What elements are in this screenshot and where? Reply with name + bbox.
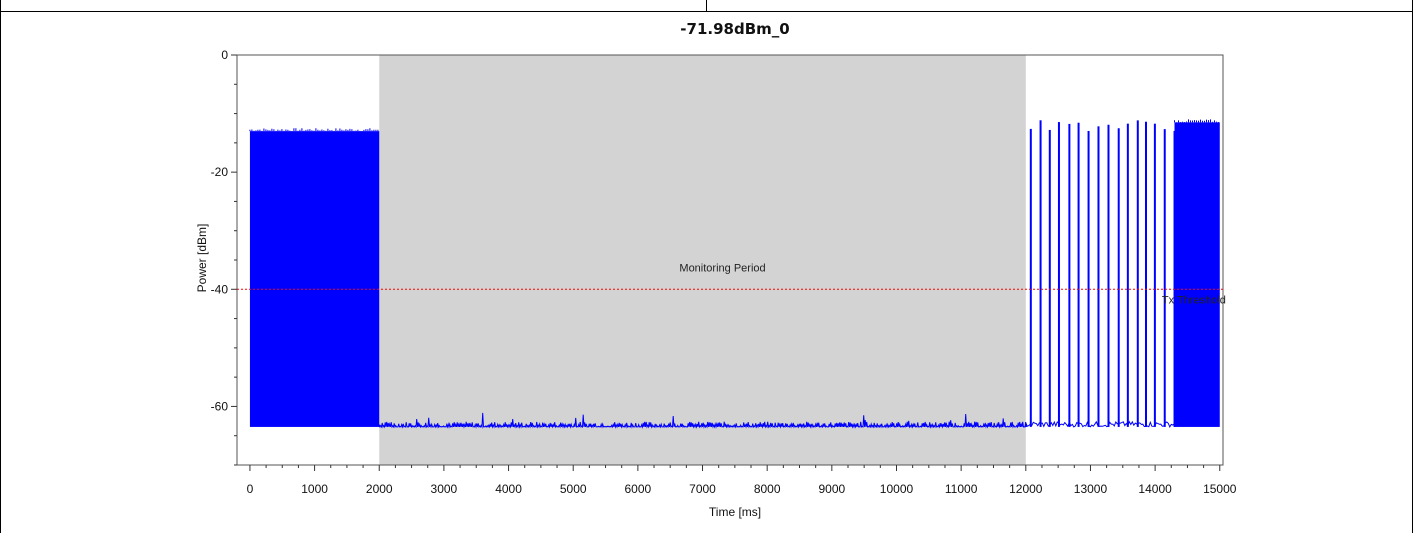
y-tick-label: -40 [211,282,229,296]
signal-block-edge [1174,119,1219,123]
signal-block [1174,122,1220,427]
x-tick-label: 5000 [560,482,587,496]
burst-baseline [1025,420,1175,428]
y-tick-label: -60 [211,399,229,413]
x-tick-label: 15000 [1203,482,1237,496]
x-tick-label: 7000 [689,482,716,496]
burst-pulse [1057,122,1060,427]
burst-pulse [1097,126,1100,427]
x-tick-label: 0 [247,482,254,496]
x-tick-label: 2000 [366,482,393,496]
burst-pulse [1153,123,1156,427]
x-tick-label: 4000 [495,482,522,496]
monitoring-period-label: Monitoring Period [679,263,765,275]
burst-pulse [1068,123,1071,427]
noise-floor-trace [378,412,1027,429]
chart-title: -71.98dBm_0 [680,20,789,38]
x-tick-label: 3000 [431,482,458,496]
tx-threshold-label: Tx Threshold [1162,294,1226,306]
x-tick-label: 11000 [945,482,978,496]
burst-pulse [1077,122,1080,427]
burst-pulse [1048,129,1051,427]
burst-pulse [1087,130,1090,427]
burst-pulse [1136,120,1139,427]
x-tick-label: 8000 [754,482,781,496]
burst-pulse [1163,129,1166,427]
y-tick-label: 0 [221,48,228,62]
x-tick-label: 9000 [818,482,845,496]
burst-pulse [1107,124,1110,427]
x-tick-label: 14000 [1138,482,1172,496]
x-tick-label: 13000 [1074,482,1108,496]
y-axis-label: Power [dBm] [195,224,209,293]
burst-pulse [1029,128,1032,427]
x-tick-label: 1000 [301,482,328,496]
signal-block-edge [249,128,379,132]
x-tick-label: 10000 [880,482,914,496]
monitoring-period-region [379,55,1026,465]
plot-area: Tx Threshold Monitoring Period 0 -20 -40 -60 0… [211,48,1237,496]
signal-block [249,131,380,427]
y-tick-label: -20 [211,165,229,179]
burst-pulse [1117,128,1120,427]
burst-pulse [1126,123,1129,427]
burst-pulse [1039,120,1042,427]
x-tick-label: 12000 [1009,482,1043,496]
burst-pulse [1144,121,1147,427]
x-tick-label: 6000 [625,482,652,496]
x-axis-label: Time [ms] [709,505,761,519]
